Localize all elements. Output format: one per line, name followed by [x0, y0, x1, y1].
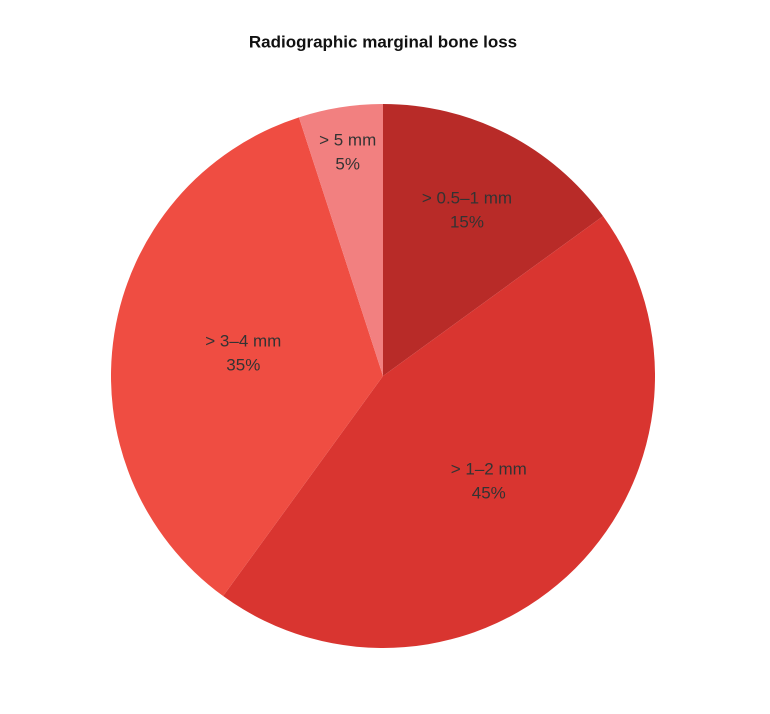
slice-label: > 3–4 mm [205, 331, 281, 350]
slice-value: 45% [472, 483, 506, 502]
slice-label: > 0.5–1 mm [422, 189, 512, 208]
pie-slice [383, 104, 604, 376]
slice-value: 5% [335, 155, 360, 174]
pie-slice [111, 117, 383, 597]
slice-value: 15% [450, 213, 484, 232]
slice-label: > 5 mm [319, 131, 376, 150]
slice-value: 35% [226, 355, 260, 374]
slice-label: > 1–2 mm [451, 459, 527, 478]
pie-slice [298, 104, 383, 376]
pie-slice [223, 216, 656, 648]
chart-title: Radiographic marginal bone loss [249, 32, 517, 51]
